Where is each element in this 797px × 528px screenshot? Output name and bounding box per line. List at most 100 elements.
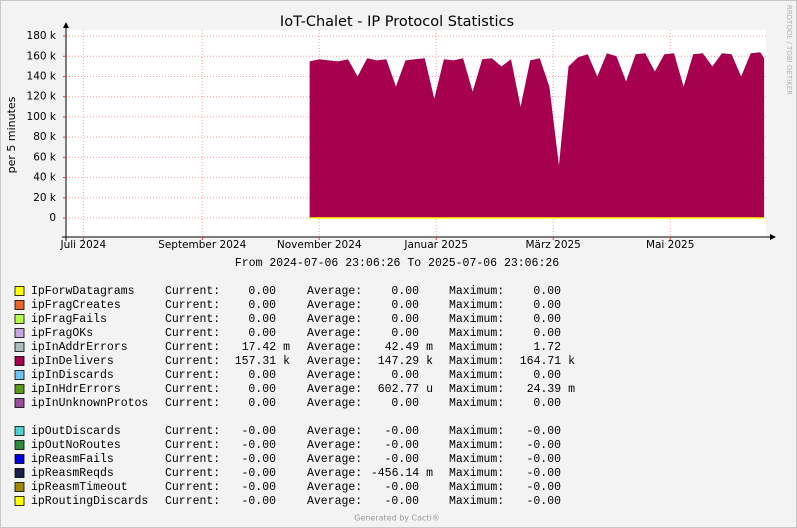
legend-swatch <box>14 454 25 464</box>
y-axis-label: per 5 minutes <box>5 96 18 173</box>
legend-value: 0.00 <box>533 397 561 410</box>
legend-value: 0.00 <box>248 397 276 410</box>
legend-value: 0.00 <box>533 327 561 340</box>
legend-stat-label: Maximum: <box>449 495 504 508</box>
legend-stat-label: Maximum: <box>449 327 504 340</box>
legend-name: ipReasmFails <box>31 453 114 466</box>
legend-name: ipReasmTimeout <box>31 481 128 494</box>
legend-value: -0.00 <box>241 481 276 494</box>
legend-name: ipRoutingDiscards <box>31 495 148 508</box>
legend-value: 1.72 <box>533 341 561 354</box>
legend-stat-label: Maximum: <box>449 425 504 438</box>
legend-stat-label: Current: <box>165 495 220 508</box>
marks <box>309 52 765 219</box>
x-tick-label: März 2025 <box>525 239 580 251</box>
legend-value: -456.14 m <box>371 467 433 480</box>
legend-stat-label: Current: <box>165 355 220 368</box>
legend-value: -0.00 <box>526 481 561 494</box>
legend-value: -0.00 <box>241 453 276 466</box>
legend-swatch <box>14 482 25 492</box>
legend-stat-label: Current: <box>165 285 220 298</box>
y-tick-label: 40 k <box>33 172 57 184</box>
legend-swatch <box>14 286 25 296</box>
area <box>309 52 765 218</box>
legend-stat-label: Maximum: <box>449 439 504 452</box>
y-tick-label: 140 k <box>27 70 57 82</box>
y-tick-label: 160 k <box>27 50 57 62</box>
legend-value: 0.00 <box>248 299 276 312</box>
legend-swatch <box>14 398 25 408</box>
legend-name: ipInDelivers <box>31 355 114 368</box>
x-tick-label: Januar 2025 <box>403 239 468 251</box>
legend-name: IpForwDatagrams <box>31 285 135 298</box>
legend-stat-label: Current: <box>165 313 220 326</box>
range-text: From 2024-07-06 23:06:26 To 2025-07-06 2… <box>235 257 559 270</box>
legend-stat-label: Average: <box>307 341 362 354</box>
legend-value: 24.39 m <box>527 383 575 396</box>
legend-value: -0.00 <box>526 425 561 438</box>
legend-value: 0.00 <box>248 327 276 340</box>
legend-name: ipOutNoRoutes <box>31 439 121 452</box>
legend-value: -0.00 <box>526 495 561 508</box>
legend-stat-label: Current: <box>165 369 220 382</box>
legend-stat-label: Maximum: <box>449 355 504 368</box>
legend-stat-label: Maximum: <box>449 481 504 494</box>
legend: IpForwDatagrams Current: 0.00 Average: 0.00 M… <box>14 285 575 508</box>
legend-value: -0.00 <box>526 467 561 480</box>
legend-swatch <box>14 440 25 450</box>
legend-stat-label: Maximum: <box>449 285 504 298</box>
legend-value: 0.00 <box>391 285 419 298</box>
legend-swatch <box>14 426 25 436</box>
legend-swatch <box>14 300 25 310</box>
legend-stat-label: Maximum: <box>449 341 504 354</box>
legend-value: -0.00 <box>241 425 276 438</box>
legend-stat-label: Current: <box>165 481 220 494</box>
axes <box>62 22 776 241</box>
legend-name: ipInHdrErrors <box>31 383 121 396</box>
legend-stat-label: Average: <box>307 383 362 396</box>
legend-value: -0.00 <box>384 453 419 466</box>
legend-value: 0.00 <box>533 313 561 326</box>
x-arrow <box>770 234 776 240</box>
footer: Generated by Cacti® <box>354 514 440 523</box>
legend-value: -0.00 <box>526 439 561 452</box>
legend-stat-label: Current: <box>165 327 220 340</box>
legend-value: 0.00 <box>248 285 276 298</box>
legend-swatch <box>14 496 25 506</box>
legend-swatch <box>14 468 25 478</box>
legend-value: -0.00 <box>241 495 276 508</box>
legend-stat-label: Average: <box>307 397 362 410</box>
y-tick-label: 80 k <box>33 131 57 143</box>
legend-value: 0.00 <box>391 327 419 340</box>
y-tick-label: 100 k <box>27 111 57 123</box>
y-tick-label: 120 k <box>27 91 57 103</box>
legend-stat-label: Current: <box>165 299 220 312</box>
x-tick-label: Juli 2024 <box>60 239 107 251</box>
legend-stat-label: Current: <box>165 383 220 396</box>
legend-value: 157.31 k <box>235 355 290 368</box>
legend-stat-label: Current: <box>165 425 220 438</box>
legend-stat-label: Current: <box>165 467 220 480</box>
legend-value: -0.00 <box>384 425 419 438</box>
legend-value: 0.00 <box>248 383 276 396</box>
legend-stat-label: Average: <box>307 369 362 382</box>
legend-stat-label: Maximum: <box>449 453 504 466</box>
legend-swatch <box>14 314 25 324</box>
y-tick-label: 20 k <box>33 192 57 204</box>
legend-stat-label: Maximum: <box>449 313 504 326</box>
legend-swatch <box>14 370 25 380</box>
legend-stat-label: Maximum: <box>449 467 504 480</box>
legend-name: ipInUnknownProtos <box>31 397 148 410</box>
legend-value: 17.42 m <box>242 341 290 354</box>
legend-value: 0.00 <box>391 397 419 410</box>
legend-stat-label: Average: <box>307 285 362 298</box>
legend-swatch <box>14 328 25 338</box>
y-tick-label: 60 k <box>33 151 57 163</box>
legend-name: ipReasmReqds <box>31 467 114 480</box>
legend-stat-label: Average: <box>307 425 362 438</box>
legend-stat-label: Current: <box>165 453 220 466</box>
legend-name: ipFragOKs <box>31 327 93 340</box>
legend-name: ipFragCreates <box>31 299 121 312</box>
legend-stat-label: Maximum: <box>449 397 504 410</box>
chart-title: IoT-Chalet - IP Protocol Statistics <box>280 14 514 30</box>
